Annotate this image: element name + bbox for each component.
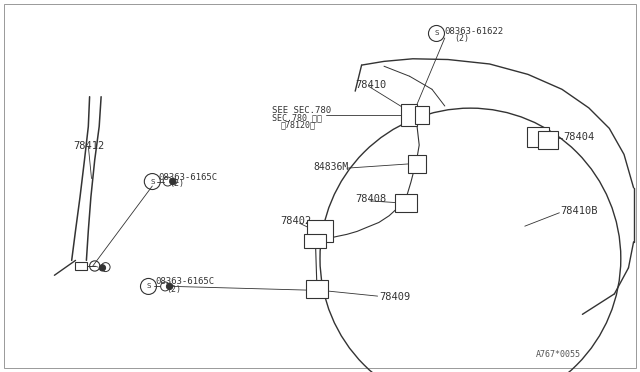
Text: 08363-6165C: 08363-6165C [156, 278, 214, 286]
FancyBboxPatch shape [527, 127, 548, 147]
Text: 78404: 78404 [563, 132, 595, 142]
Text: 84836M: 84836M [314, 163, 349, 172]
FancyBboxPatch shape [304, 234, 326, 248]
FancyBboxPatch shape [306, 280, 328, 298]
Text: (2): (2) [170, 179, 184, 188]
Text: S: S [150, 179, 154, 185]
Text: 78412: 78412 [74, 141, 105, 151]
Text: S: S [435, 31, 438, 36]
Text: (2): (2) [454, 34, 469, 43]
Text: 08363-61622: 08363-61622 [445, 27, 504, 36]
Text: 78409: 78409 [379, 292, 410, 302]
Circle shape [166, 283, 173, 290]
Text: SEE SEC.780: SEE SEC.780 [272, 106, 331, 115]
FancyBboxPatch shape [408, 155, 426, 173]
Circle shape [170, 178, 176, 185]
Text: 08363-6165C: 08363-6165C [159, 173, 218, 182]
FancyBboxPatch shape [307, 219, 333, 242]
Text: A767*0055: A767*0055 [536, 350, 581, 359]
Bar [76, 262, 87, 270]
Text: 〈78120〉: 〈78120〉 [280, 121, 316, 129]
FancyBboxPatch shape [401, 104, 417, 126]
Text: (2): (2) [166, 285, 181, 294]
Text: 78410B: 78410B [561, 206, 598, 216]
Circle shape [99, 264, 106, 271]
FancyBboxPatch shape [396, 194, 417, 212]
FancyBboxPatch shape [538, 131, 558, 148]
Text: SEC.780 参照: SEC.780 参照 [272, 113, 322, 122]
FancyBboxPatch shape [415, 106, 429, 124]
Text: 78402: 78402 [280, 217, 312, 226]
Text: S: S [147, 283, 150, 289]
Text: 78410: 78410 [355, 80, 387, 90]
Text: 78408: 78408 [355, 194, 387, 204]
